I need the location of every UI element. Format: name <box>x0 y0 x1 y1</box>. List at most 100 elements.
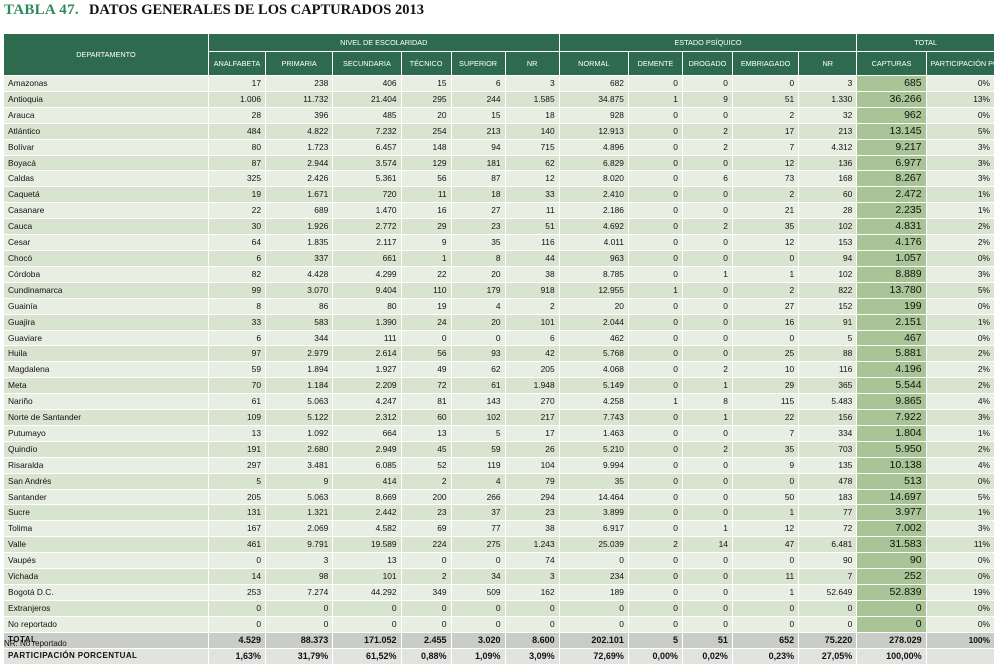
value-cell: 4.529 <box>207 631 266 649</box>
department-cell: Nariño <box>3 393 209 411</box>
value-cell: 2.442 <box>332 504 402 522</box>
value-cell: 4% <box>925 393 996 411</box>
value-cell: 253 <box>207 584 266 601</box>
value-cell: 9.994 <box>558 456 629 474</box>
value-cell: 0% <box>925 297 996 315</box>
value-cell: 102 <box>798 218 858 236</box>
value-cell: 148 <box>400 138 452 156</box>
value-cell: 1 <box>681 377 733 395</box>
value-cell: 4.582 <box>332 520 402 538</box>
table-row: Casanare 22 689 1.470 16 27 11 2.186 0 0 21 28 2.235… <box>3 202 996 220</box>
value-cell: 0 <box>627 440 683 458</box>
value-cell: 143 <box>450 393 506 411</box>
value-cell: 79 <box>504 472 560 490</box>
value-cell: 11.732 <box>264 90 334 108</box>
value-cell: 2.979 <box>264 345 334 363</box>
column-header: DROGADO <box>681 51 733 76</box>
value-cell: 2.044 <box>558 313 629 331</box>
value-cell: 162 <box>504 584 560 601</box>
value-cell: 30 <box>207 218 266 236</box>
value-cell: 0 <box>731 615 800 633</box>
value-cell: 0 <box>558 552 629 570</box>
value-cell: 2.680 <box>264 440 334 458</box>
value-cell: 1.671 <box>264 186 334 204</box>
value-cell: 6 <box>681 170 733 188</box>
value-cell: 325 <box>207 170 266 188</box>
value-cell: 12.913 <box>558 122 629 140</box>
value-cell: 7 <box>798 568 858 585</box>
value-cell: 200 <box>400 488 452 506</box>
value-cell: 61 <box>207 393 266 411</box>
value-cell: 102 <box>450 409 506 426</box>
value-cell: 0 <box>627 520 683 538</box>
value-cell: 19 <box>207 186 266 204</box>
value-cell: 72,69% <box>558 647 629 665</box>
value-cell: 12 <box>731 234 800 251</box>
value-cell: 59 <box>207 361 266 379</box>
value-cell: 0 <box>681 281 733 299</box>
value-cell: 13.145 <box>856 122 927 140</box>
value-cell: 513 <box>856 472 927 490</box>
value-cell: 9.404 <box>332 281 402 299</box>
value-cell: 928 <box>558 106 629 124</box>
department-cell: Quindío <box>3 440 209 458</box>
value-cell: 191 <box>207 440 266 458</box>
value-cell: 238 <box>264 75 334 92</box>
value-cell: 5.483 <box>798 393 858 411</box>
value-cell: 35 <box>450 234 506 251</box>
value-cell: 213 <box>450 122 506 140</box>
value-cell: 1% <box>925 313 996 331</box>
value-cell: 8.785 <box>558 265 629 283</box>
value-cell: 344 <box>264 329 334 347</box>
value-cell: 5 <box>798 329 858 347</box>
value-cell: 0 <box>627 584 683 601</box>
table-row: Risaralda 297 3.481 6.085 52 119 104 9.994 0 0 9 13… <box>3 456 996 474</box>
value-cell: 661 <box>332 249 402 267</box>
value-cell: 13.780 <box>856 281 927 299</box>
value-cell: 19% <box>925 584 996 601</box>
value-cell: 56 <box>400 345 452 363</box>
value-cell: 87 <box>450 170 506 188</box>
value-cell: 2.209 <box>332 377 402 395</box>
column-header: CAPTURAS <box>856 51 927 76</box>
value-cell: 13 <box>332 552 402 570</box>
value-cell: 0 <box>450 552 506 570</box>
column-header: NR <box>504 51 560 76</box>
value-cell: 44.292 <box>332 584 402 601</box>
value-cell: 189 <box>558 584 629 601</box>
value-cell: 94 <box>798 249 858 267</box>
value-cell: 88.373 <box>264 631 334 649</box>
value-cell: 27,05% <box>798 647 858 665</box>
value-cell: 2.472 <box>856 186 927 204</box>
value-cell: 0 <box>504 599 560 617</box>
table-row: Cundinamarca 99 3.070 9.404 110 179 918 12.955 1… <box>3 281 996 299</box>
value-cell: 0 <box>627 313 683 331</box>
value-cell: 36.266 <box>856 90 927 108</box>
value-cell: 5.149 <box>558 377 629 395</box>
value-cell: 116 <box>798 361 858 379</box>
value-cell: 35 <box>731 440 800 458</box>
value-cell: 6 <box>450 75 506 92</box>
department-cell: Guainía <box>3 297 209 315</box>
value-cell: 22 <box>207 202 266 220</box>
value-cell: 0 <box>450 615 506 633</box>
value-cell: 217 <box>504 409 560 426</box>
value-cell: 278.029 <box>856 631 927 649</box>
value-cell: 6.977 <box>856 154 927 172</box>
value-cell: 2 <box>504 297 560 315</box>
table-body: Amazonas 17 238 406 15 6 3 682 0 0 0 3 685 0% Antioqui… <box>3 75 996 665</box>
value-cell: 3% <box>925 138 996 156</box>
value-cell: 9.865 <box>856 393 927 411</box>
value-cell: 116 <box>504 234 560 251</box>
value-cell: 2 <box>400 472 452 490</box>
value-cell: 703 <box>798 440 858 458</box>
value-cell: 62 <box>504 154 560 172</box>
value-cell: 34.875 <box>558 90 629 108</box>
value-cell: 74 <box>504 552 560 570</box>
value-cell: 2.235 <box>856 202 927 220</box>
value-cell: 4.247 <box>332 393 402 411</box>
department-cell: Caquetá <box>3 186 209 204</box>
table-row: Norte de Santander 109 5.122 2.312 60 102 217 7… <box>3 409 996 426</box>
value-cell: 0 <box>627 202 683 220</box>
value-cell: 111 <box>332 329 402 347</box>
